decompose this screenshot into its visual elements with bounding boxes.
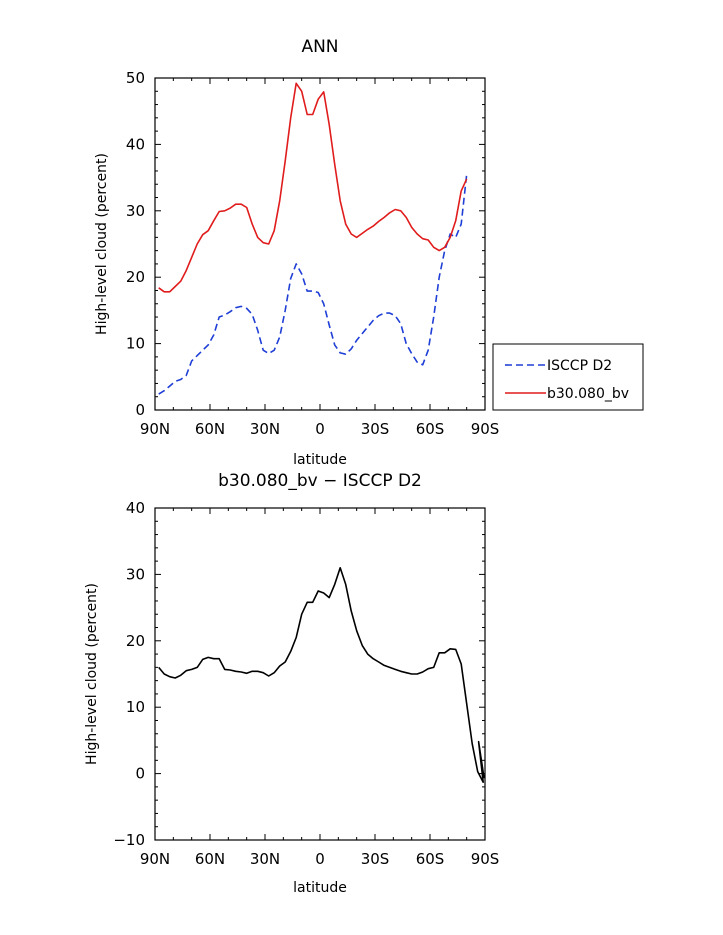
y-tick-label: 40	[126, 135, 145, 153]
series-line-isccp-d2	[158, 174, 468, 395]
x-tick-label: 60S	[416, 850, 445, 868]
legend-label-isccp: ISCCP D2	[547, 358, 612, 374]
y-tick-label: 20	[126, 632, 145, 650]
legend: ISCCP D2 b30.080_bv	[492, 343, 644, 411]
x-tick-label: 90S	[471, 420, 500, 438]
top-y-axis-label: High-level cloud (percent)	[94, 153, 110, 335]
y-tick-label: 50	[126, 69, 145, 87]
x-tick-label: 90N	[140, 420, 170, 438]
x-tick-label: 30N	[250, 850, 280, 868]
top-plot-frame	[154, 77, 486, 411]
x-tick-label: 0	[315, 850, 325, 868]
y-tick-label: 20	[126, 268, 145, 286]
bottom-chart-title: b30.080_bv − ISCCP D2	[218, 471, 422, 491]
top-panel: ANN 90N 60N 30N 0 30S 60S 90S 0 10 20 30 40 50 latit…	[94, 37, 644, 468]
bottom-panel: b30.080_bv − ISCCP D2 90N 60N 30N 0 30S 60S 90…	[84, 471, 499, 896]
y-tick-label: 0	[135, 401, 145, 419]
y-tick-label: 40	[126, 499, 145, 517]
x-tick-label: 60N	[195, 850, 225, 868]
x-tick-label: 30S	[361, 420, 390, 438]
series-line-b30-080-bv	[158, 82, 468, 293]
x-tick-label: 60N	[195, 420, 225, 438]
x-tick-label: 30N	[250, 420, 280, 438]
x-tick-label: 90N	[140, 850, 170, 868]
top-x-axis-label: latitude	[293, 452, 347, 468]
y-tick-label: −10	[113, 831, 145, 849]
legend-label-model: b30.080_bv	[547, 386, 629, 402]
top-chart-title: ANN	[301, 37, 338, 57]
y-tick-label: 0	[135, 765, 145, 783]
series-line-b30-080-bv-isccp-d2	[158, 567, 485, 783]
bottom-y-axis-label: High-level cloud (percent)	[84, 583, 100, 765]
x-tick-label: 60S	[416, 420, 445, 438]
x-tick-label: 90S	[471, 850, 500, 868]
legend-box	[492, 343, 644, 411]
bottom-x-axis-label: latitude	[293, 880, 347, 896]
x-tick-label: 0	[315, 420, 325, 438]
y-tick-label: 30	[126, 565, 145, 583]
y-tick-label: 30	[126, 202, 145, 220]
x-tick-label: 30S	[361, 850, 390, 868]
y-tick-label: 10	[126, 698, 145, 716]
bottom-plot-frame	[154, 507, 486, 841]
y-tick-label: 10	[126, 335, 145, 353]
